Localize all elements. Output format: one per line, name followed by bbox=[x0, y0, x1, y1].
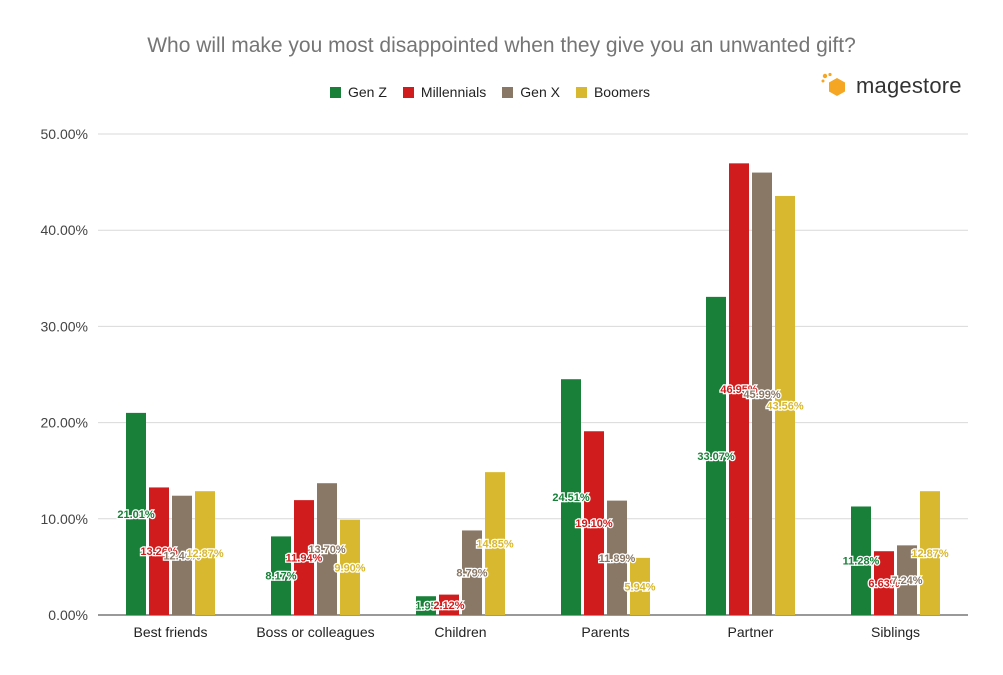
data-label: 21.01% bbox=[117, 509, 155, 521]
data-label: 46.95% bbox=[720, 384, 758, 396]
bar bbox=[317, 483, 337, 615]
bar bbox=[630, 557, 650, 615]
data-label: 33.07% bbox=[697, 451, 735, 463]
legend-label: Boomers bbox=[593, 84, 650, 100]
legend-item-millennials: Millennials bbox=[402, 84, 487, 100]
x-tick-label: Siblings bbox=[871, 624, 920, 640]
data-label: 12.87% bbox=[186, 548, 224, 560]
logo-mark-icon bbox=[821, 72, 845, 96]
y-tick-label: 30.00% bbox=[41, 318, 88, 334]
bar bbox=[439, 594, 459, 615]
bar bbox=[485, 472, 505, 615]
x-tick-label: Children bbox=[434, 624, 486, 640]
magestore-logo: magestore bbox=[820, 72, 962, 100]
bar bbox=[340, 519, 360, 615]
bar bbox=[607, 500, 627, 615]
data-label: 11.94% bbox=[286, 553, 323, 565]
data-label: 14.85% bbox=[476, 539, 514, 551]
bar bbox=[729, 163, 749, 615]
bar bbox=[851, 506, 871, 615]
x-tick-label: Parents bbox=[581, 624, 629, 640]
chart-title: Who will make you most disappointed when… bbox=[147, 34, 856, 57]
legend-swatch bbox=[402, 86, 414, 98]
legend-label: Millennials bbox=[420, 84, 487, 100]
data-label: 43.56% bbox=[766, 400, 804, 412]
bar bbox=[561, 379, 581, 615]
bar bbox=[920, 491, 940, 615]
data-label: 11.28% bbox=[843, 556, 880, 568]
data-label: 13.70% bbox=[308, 544, 346, 556]
bar bbox=[897, 545, 917, 615]
legend-label: Gen Z bbox=[348, 84, 387, 100]
data-label: 8.79% bbox=[456, 568, 487, 580]
logo-text: magestore bbox=[856, 73, 962, 98]
data-label: 9.90% bbox=[334, 562, 365, 574]
bar bbox=[271, 536, 291, 615]
data-label: 13.26% bbox=[140, 546, 178, 558]
y-tick-label: 50.00% bbox=[41, 126, 88, 142]
y-tick-label: 0.00% bbox=[48, 607, 88, 623]
bar bbox=[126, 412, 146, 615]
bar bbox=[752, 172, 772, 615]
bar bbox=[172, 495, 192, 615]
y-tick-label: 20.00% bbox=[41, 415, 88, 431]
legend-swatch bbox=[330, 86, 341, 98]
data-label: 12.87% bbox=[911, 548, 949, 560]
data-label: 19.10% bbox=[575, 518, 613, 530]
data-label: 12.40% bbox=[163, 550, 201, 562]
legend: Gen Z Millennials Gen X Boomers bbox=[330, 84, 666, 100]
bar bbox=[416, 596, 436, 615]
legend-item-boomers: Boomers bbox=[575, 84, 650, 100]
data-label: 5.94% bbox=[624, 581, 655, 593]
x-tick-label: Partner bbox=[728, 624, 774, 640]
bar bbox=[584, 431, 604, 615]
data-label: 45.99% bbox=[743, 389, 781, 401]
y-tick-label: 40.00% bbox=[41, 222, 88, 238]
bar bbox=[294, 500, 314, 615]
bar bbox=[149, 487, 169, 615]
bar bbox=[462, 530, 482, 615]
bar bbox=[195, 491, 215, 615]
data-label: 2.12% bbox=[433, 600, 464, 612]
x-tick-label: Boss or colleagues bbox=[256, 624, 374, 640]
x-tick-label: Best friends bbox=[134, 624, 208, 640]
legend-item-gen-z: Gen Z bbox=[330, 84, 387, 100]
y-tick-label: 10.00% bbox=[41, 511, 88, 527]
legend-swatch bbox=[575, 86, 587, 98]
data-label: 11.89% bbox=[599, 553, 636, 565]
bar bbox=[874, 551, 894, 615]
data-label: 7.24% bbox=[891, 575, 922, 587]
data-label: 24.51% bbox=[552, 492, 590, 504]
legend-item-gen-x: Gen X bbox=[502, 84, 560, 100]
data-label: 8.17% bbox=[265, 571, 296, 583]
legend-swatch bbox=[502, 86, 514, 98]
data-label: 6.63% bbox=[868, 578, 899, 590]
bar bbox=[775, 195, 795, 615]
data-label: 1.95 bbox=[415, 601, 436, 613]
bar bbox=[706, 296, 726, 615]
legend-label: Gen X bbox=[520, 84, 560, 100]
